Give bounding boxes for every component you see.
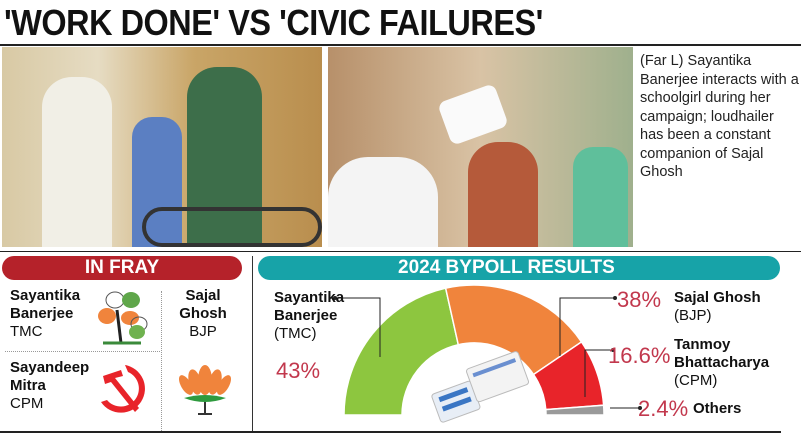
candidate-name: Sajal — [185, 287, 221, 304]
pct-label-cpm: 16.6% — [608, 343, 671, 368]
legend-name: Bhattacharya — [674, 354, 770, 371]
candidate-party: TMC — [10, 323, 43, 340]
leader-line — [584, 349, 613, 397]
divider — [0, 251, 801, 252]
candidate-tmc: Sayantika Banerjee TMC — [10, 287, 80, 341]
legend-party: (CPM) — [674, 372, 718, 389]
candidate-cpm: Sayandeep Mitra CPM — [10, 359, 89, 413]
hammer-sickle-icon — [101, 365, 145, 413]
candidate-name: Banerjee — [10, 305, 74, 322]
pct-label-others: 2.4% — [638, 396, 689, 421]
legend-cpm: Tanmoy Bhattacharya (CPM) — [674, 336, 769, 390]
results-header: 2024 BYPOLL RESULTS — [258, 256, 780, 280]
leader-dot — [638, 406, 642, 410]
leader-dot — [333, 296, 337, 300]
legend-party: (BJP) — [674, 307, 712, 324]
bypoll-half-donut-chart — [333, 284, 642, 423]
candidate-name: Sayandeep — [10, 359, 90, 376]
slice-tmc — [343, 287, 460, 416]
legend-name: Sayantika — [274, 289, 345, 306]
photo-caption: (Far L) Sayantika Banerjee interacts wit… — [640, 53, 799, 180]
divider — [5, 351, 160, 352]
slice-others — [544, 404, 605, 416]
divider — [0, 44, 801, 46]
legend-bjp: Sajal Ghosh (BJP) — [674, 289, 761, 325]
legend-name: Tanmoy — [674, 336, 731, 353]
divider — [161, 291, 162, 431]
candidate-name: Sayantika — [10, 287, 81, 304]
candidate-party: BJP — [189, 323, 217, 340]
legend-others: Others — [693, 400, 742, 417]
leader-line — [335, 297, 381, 357]
legend-name: Banerjee — [274, 307, 338, 324]
tmc-flower-icon — [98, 291, 148, 345]
divider — [0, 431, 781, 433]
candidate-name: Ghosh — [179, 305, 227, 322]
pct-label-tmc: 43% — [276, 358, 321, 383]
candidate-party: CPM — [10, 395, 44, 412]
legend-name: Sajal Ghosh — [674, 289, 761, 306]
in-fray-header: IN FRAY — [2, 256, 242, 280]
leader-dot — [611, 348, 615, 352]
headline: 'WORK DONE' VS 'CIVIC FAILURES' — [4, 2, 543, 43]
campaign-photo-left — [2, 47, 322, 247]
divider — [252, 256, 253, 431]
candidate-name: Mitra — [10, 377, 46, 394]
voting-machine-icon — [431, 351, 530, 423]
campaign-photo-right — [328, 47, 633, 247]
leader-dot — [613, 296, 617, 300]
pct-label-bjp: 38% — [617, 287, 662, 312]
leader-line — [559, 297, 615, 356]
bjp-lotus-icon — [179, 365, 231, 415]
candidate-bjp: Sajal Ghosh BJP — [178, 287, 228, 341]
legend-party: (TMC) — [274, 325, 317, 342]
legend-tmc: Sayantika Banerjee (TMC) — [274, 289, 344, 343]
